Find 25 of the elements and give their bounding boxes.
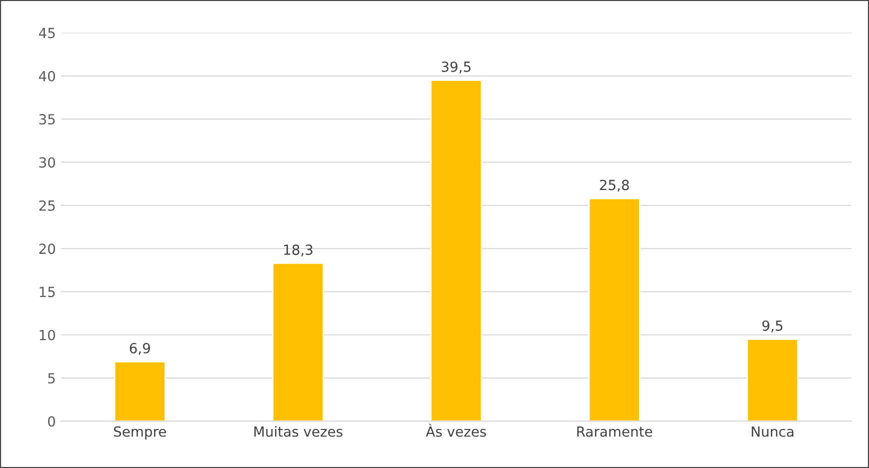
bar [430,80,482,422]
x-tick-label: Às vezes [426,424,486,437]
y-tick-label: 5 [48,373,55,384]
data-label: 39,5 [442,61,470,74]
data-label: 18,3 [284,244,312,256]
y-tick-label: 45 [38,28,55,38]
bar [272,262,324,422]
data-label: 9,5 [762,320,782,332]
y-tick-label: 15 [40,286,55,298]
y-tick-label: 30 [39,157,56,168]
x-tick-label: Sempre [114,426,166,440]
x-tick-label: Muitas vezes [254,426,342,437]
bar [588,198,640,422]
y-tick-label: 0 [48,416,56,427]
data-label: 6,9 [130,342,150,355]
bar [746,338,799,422]
y-tick-label: 25 [39,200,55,211]
x-tick-label: Raramente [577,426,652,437]
x-tick-label: Nunca [752,426,794,437]
bar [114,360,166,422]
y-tick-label: 40 [38,70,56,82]
y-tick-label: 35 [39,114,55,125]
data-label: 25,8 [600,180,629,192]
y-tick-label: 20 [39,244,56,254]
y-tick-label: 10 [40,330,56,340]
